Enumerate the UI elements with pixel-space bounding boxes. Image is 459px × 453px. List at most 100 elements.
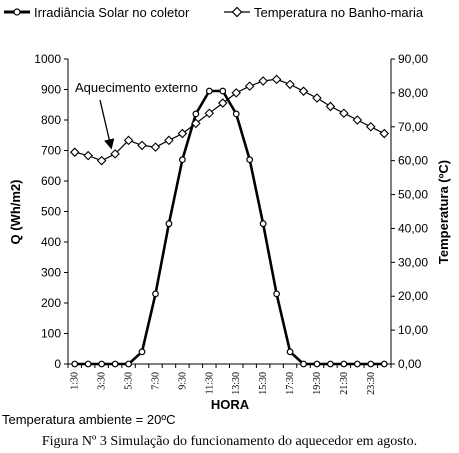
y-axis-label-left: Q (Wh/m2) xyxy=(8,180,23,245)
data-point-irradiancia xyxy=(313,360,321,368)
left-tick-label: 700 xyxy=(41,144,61,158)
right-tick-label: 50,00 xyxy=(398,188,428,202)
data-point-temperatura xyxy=(285,79,295,90)
data-point-irradiancia xyxy=(178,156,186,164)
data-point-temperatura xyxy=(352,115,363,125)
x-tick-label: 15:30 xyxy=(258,372,269,395)
data-point-temperatura xyxy=(191,118,201,129)
x-axis-label: HORA xyxy=(211,397,250,412)
data-point-irradiancia xyxy=(125,360,132,368)
right-tick-label: 60,00 xyxy=(398,154,428,168)
data-point-temperatura xyxy=(244,81,255,91)
data-point-temperatura xyxy=(150,142,161,152)
legend: Irradiância Solar no coletor Temperatura… xyxy=(4,5,424,20)
data-point-temperatura xyxy=(339,108,349,118)
data-point-temperatura xyxy=(258,76,268,86)
data-point-irradiancia xyxy=(327,360,334,368)
right-axis-ticks: 0,00 10,00 20,00 30,00 40,00 50,00 60,00 70,00 8… xyxy=(391,52,428,371)
legend-marker-irradiancia xyxy=(13,8,21,16)
data-point-irradiancia xyxy=(340,360,348,368)
annotation-label: Aquecimento externo xyxy=(75,80,198,95)
data-point-irradiancia xyxy=(165,220,173,228)
data-point-temperatura xyxy=(69,147,80,157)
left-tick-label: 600 xyxy=(41,174,61,188)
data-point-temperatura xyxy=(137,140,147,151)
left-tick-label: 1000 xyxy=(34,52,61,66)
right-tick-label: 10,00 xyxy=(398,323,428,337)
x-tick-label: 19:30 xyxy=(312,372,323,395)
right-tick-label: 90,00 xyxy=(398,52,428,66)
data-point-irradiancia xyxy=(300,360,307,368)
data-point-irradiancia xyxy=(205,87,213,95)
data-point-temperatura xyxy=(366,122,376,132)
x-tick-label: 13:30 xyxy=(231,372,242,395)
data-point-irradiancia xyxy=(219,87,227,95)
data-point-irradiancia xyxy=(192,110,200,118)
right-tick-label: 40,00 xyxy=(398,221,428,235)
right-tick-label: 80,00 xyxy=(398,86,428,100)
data-point-temperatura xyxy=(177,128,188,139)
data-point-irradiancia xyxy=(259,220,267,228)
data-point-irradiancia xyxy=(273,290,281,298)
data-point-temperatura xyxy=(123,135,134,146)
data-point-irradiancia xyxy=(367,360,375,368)
data-point-temperatura xyxy=(312,93,322,103)
x-axis-ticks: 1:30 3:30 5:30 7:30 9:30 11:30 13:30 15:30 17:30… xyxy=(67,364,392,395)
data-point-irradiancia xyxy=(138,348,146,356)
left-tick-label: 200 xyxy=(41,296,61,310)
data-point-irradiancia xyxy=(152,290,159,298)
data-point-temperatura xyxy=(96,155,107,166)
right-tick-label: 70,00 xyxy=(398,120,428,134)
annotation-arrow xyxy=(99,99,115,150)
series-irradiancia xyxy=(71,87,388,368)
data-point-irradiancia xyxy=(353,360,361,368)
x-tick-label: 21:30 xyxy=(339,372,350,395)
legend-marker-temperatura xyxy=(231,6,243,18)
data-point-temperatura xyxy=(164,135,174,146)
data-point-temperatura xyxy=(298,86,309,96)
data-point-irradiancia xyxy=(98,360,106,368)
data-point-temperatura xyxy=(325,101,336,112)
right-tick-label: 20,00 xyxy=(398,289,428,303)
left-tick-label: 0 xyxy=(54,357,61,371)
left-tick-label: 100 xyxy=(41,327,61,341)
left-tick-label: 300 xyxy=(41,266,61,280)
series-irradiancia-line xyxy=(74,89,385,366)
legend-label-irradiancia: Irradiância Solar no coletor xyxy=(34,5,190,20)
y-axis-label-right: Temperatura (ºC) xyxy=(436,160,451,264)
data-point-irradiancia xyxy=(111,360,119,368)
data-point-temperatura xyxy=(110,149,120,159)
ambient-temperature-note: Temperatura ambiente = 20ºC xyxy=(2,412,176,427)
series-temperatura xyxy=(69,74,390,166)
left-tick-label: 900 xyxy=(41,83,61,97)
data-point-temperatura xyxy=(379,128,390,139)
data-point-temperatura xyxy=(83,150,93,161)
x-tick-label: 17:30 xyxy=(285,372,296,395)
x-tick-label: 9:30 xyxy=(177,372,188,390)
x-tick-label: 7:30 xyxy=(150,372,161,390)
x-tick-label: 3:30 xyxy=(97,372,108,390)
data-point-temperatura xyxy=(217,98,228,108)
left-tick-label: 500 xyxy=(41,205,61,219)
right-tick-label: 30,00 xyxy=(398,255,428,269)
data-point-irradiancia xyxy=(232,110,240,118)
chart: Irradiância Solar no coletor Temperatura… xyxy=(4,5,451,412)
data-point-irradiancia xyxy=(84,360,92,368)
left-tick-label: 800 xyxy=(41,113,61,127)
x-tick-label: 5:30 xyxy=(124,372,135,390)
data-point-temperatura xyxy=(204,108,215,118)
legend-label-temperatura: Temperatura no Banho-maria xyxy=(254,5,424,20)
x-tick-label: 1:30 xyxy=(70,372,81,390)
x-tick-label: 11:30 xyxy=(204,372,215,394)
data-point-temperatura xyxy=(271,74,282,85)
data-point-irradiancia xyxy=(246,156,254,164)
data-point-irradiancia xyxy=(286,348,294,356)
data-point-irradiancia xyxy=(71,360,79,368)
figure-caption: Figura Nº 3 Simulação do funcionamento d… xyxy=(41,434,418,449)
left-axis-ticks: 0 100 200 300 400 500 600 700 800 900 1000 xyxy=(34,52,68,371)
right-tick-label: 0,00 xyxy=(398,357,422,371)
left-tick-label: 400 xyxy=(41,235,61,249)
data-point-irradiancia xyxy=(380,360,388,368)
x-tick-label: 23:30 xyxy=(366,372,377,395)
data-point-temperatura xyxy=(231,88,242,98)
